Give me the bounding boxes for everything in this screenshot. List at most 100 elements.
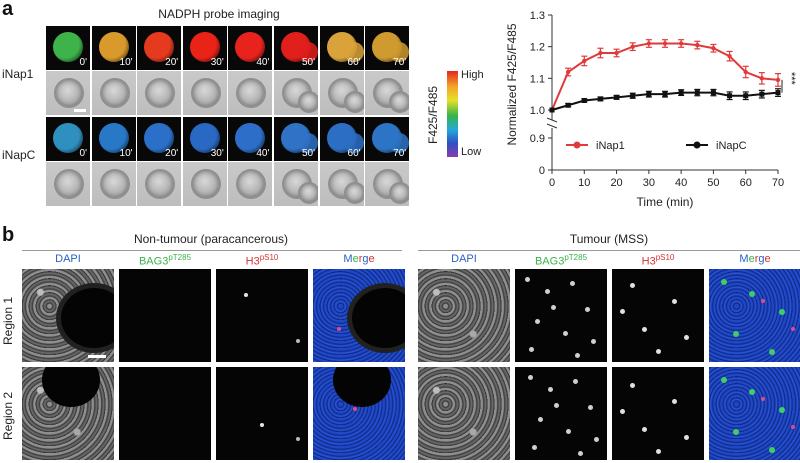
channel-header-merge: Merge: [709, 253, 800, 265]
legend-marker: [693, 141, 701, 149]
x-tick-label: 20: [610, 177, 622, 189]
data-point-iNapC: [678, 90, 684, 96]
cell-outline: [190, 169, 221, 199]
nucleus-signal: [684, 435, 689, 440]
time-label: 20': [165, 57, 179, 68]
cell-blob: [144, 123, 175, 153]
brightfield-tile: [182, 71, 227, 115]
micrograph-merge: [709, 269, 800, 362]
nucleus-signal: [548, 387, 553, 392]
nucleus-signal: [779, 407, 785, 413]
x-tick-label: 30: [643, 177, 655, 189]
fluorescence-tile: 40': [228, 26, 273, 70]
nucleus-signal: [672, 399, 677, 404]
brightfield-tile: [274, 162, 318, 206]
x-tick-label: 70: [772, 177, 784, 189]
data-point-iNap1: [759, 76, 765, 81]
channel-header-base: BAG3: [534, 255, 565, 268]
ratio-line-chart: 1.3 1.2 1.1 1.0 0.9 00 10 20 30 40 50 60 70 Time (min…: [505, 10, 797, 209]
fluorescence-tile: 10': [91, 26, 136, 70]
channel-header-base: DAPI: [55, 253, 81, 265]
cell-outline: [298, 182, 318, 204]
cell-outline: [343, 91, 364, 113]
nucleus-signal: [721, 377, 727, 383]
cell-blob: [343, 133, 364, 153]
data-point-iNapC: [565, 102, 571, 108]
nucleus-signal: [353, 407, 357, 411]
nucleus-signal: [672, 299, 677, 304]
nucleus-signal: [573, 379, 578, 384]
y-tick-label: 0.9: [530, 133, 545, 145]
section-rule-non-tumour: [22, 250, 402, 251]
micrograph-h3: [216, 269, 308, 362]
panel-a-title: NADPH probe imaging: [158, 7, 280, 21]
data-point-iNapC: [662, 91, 668, 97]
fluorescence-tile: 10': [91, 117, 136, 161]
time-label: 50': [301, 148, 315, 159]
data-point-iNapC: [694, 90, 700, 96]
micrograph-bag3: [119, 367, 211, 460]
data-point-iNap1: [565, 69, 571, 75]
channel-header-letter: M: [739, 253, 749, 265]
data-point-iNapC: [743, 93, 749, 99]
channel-header-base: BAG3: [138, 255, 169, 268]
data-point-iNap1: [678, 41, 684, 46]
brightfield-tile: [91, 71, 136, 115]
section-title-tumour: Tumour (MSS): [569, 232, 649, 246]
time-label: 0': [79, 148, 87, 159]
channel-header-superscript: pT285: [564, 253, 588, 262]
nucleus-signal: [630, 383, 635, 388]
region-label-2: Region 2: [1, 391, 15, 440]
brightfield-tile: [46, 162, 90, 206]
colorbar-high-label: High: [461, 69, 484, 81]
nucleus-signal: [244, 293, 248, 297]
cell-outline: [343, 182, 364, 204]
channel-header-letter: e: [352, 253, 359, 265]
data-point-iNapC: [581, 98, 587, 103]
section-title-non-tumour: Non-tumour (paracancerous): [133, 232, 289, 246]
data-point-iNapC: [630, 93, 636, 99]
nucleus-signal: [620, 309, 625, 314]
y-axis-label: Normalized F425/F485: [505, 23, 519, 145]
nucleus-signal: [749, 389, 755, 395]
fluorescence-tile: 20': [137, 26, 182, 70]
time-label: 70': [393, 57, 407, 68]
scale-bar: [88, 355, 106, 358]
panel-b-letter: b: [2, 224, 15, 246]
data-point-iNapC: [727, 93, 733, 99]
brightfield-tile: [228, 71, 273, 115]
cell-blob: [53, 123, 83, 153]
legend-label-iNap1: iNap1: [596, 140, 625, 152]
data-point-iNap1: [695, 42, 700, 48]
brightfield-tile: [319, 162, 364, 206]
brightfield-tile: [91, 162, 136, 206]
nucleus-signal: [535, 319, 540, 324]
channel-header-letter: e: [368, 253, 375, 265]
brightfield-tile: [319, 71, 364, 115]
fluorescence-tile: 60': [319, 117, 364, 161]
cell-blob: [343, 42, 364, 62]
nucleus-signal: [684, 335, 689, 340]
channel-header-dapi: DAPI: [418, 253, 510, 265]
data-point-iNap1: [711, 46, 716, 51]
nucleus-signal: [563, 331, 568, 336]
time-label: 0': [79, 57, 87, 68]
time-label: 10': [119, 148, 133, 159]
micrograph-h3: [612, 269, 704, 362]
nucleus-signal: [260, 423, 264, 427]
nucleus-signal: [337, 327, 341, 331]
channel-header-letter: r: [358, 253, 363, 265]
micrograph-dapi: [418, 269, 510, 362]
data-point-iNapC: [597, 96, 603, 102]
brightfield-tile: [137, 162, 182, 206]
data-point-iNapC: [549, 107, 555, 113]
scale-bar: [74, 109, 86, 112]
cell-outline: [236, 78, 267, 108]
fluorescence-tile: 60': [319, 26, 364, 70]
cell-blob: [298, 133, 318, 153]
nucleus-signal: [545, 289, 550, 294]
nucleus-signal: [529, 347, 534, 352]
fluorescence-tile: 0': [46, 26, 90, 70]
gland-lumen: [42, 367, 100, 407]
nucleus-signal: [585, 307, 590, 312]
